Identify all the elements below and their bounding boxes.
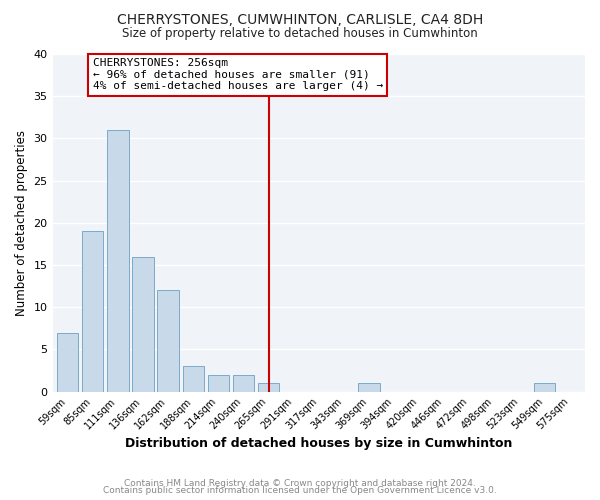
Bar (258, 383, 279, 392)
Y-axis label: Number of detached properties: Number of detached properties (15, 130, 28, 316)
Bar (82, 231, 103, 392)
Text: Contains public sector information licensed under the Open Government Licence v3: Contains public sector information licen… (103, 486, 497, 495)
Bar (534, 383, 556, 392)
Bar (358, 383, 380, 392)
Text: Contains HM Land Registry data © Crown copyright and database right 2024.: Contains HM Land Registry data © Crown c… (124, 478, 476, 488)
Bar (182, 366, 204, 392)
Text: CHERRYSTONES, CUMWHINTON, CARLISLE, CA4 8DH: CHERRYSTONES, CUMWHINTON, CARLISLE, CA4 … (117, 12, 483, 26)
X-axis label: Distribution of detached houses by size in Cumwhinton: Distribution of detached houses by size … (125, 437, 512, 450)
Text: CHERRYSTONES: 256sqm
← 96% of detached houses are smaller (91)
4% of semi-detach: CHERRYSTONES: 256sqm ← 96% of detached h… (93, 58, 383, 92)
Bar (233, 374, 254, 392)
Bar (57, 332, 78, 392)
Bar (107, 130, 128, 392)
Bar (208, 374, 229, 392)
Text: Size of property relative to detached houses in Cumwhinton: Size of property relative to detached ho… (122, 28, 478, 40)
Bar (132, 256, 154, 392)
Bar (157, 290, 179, 392)
